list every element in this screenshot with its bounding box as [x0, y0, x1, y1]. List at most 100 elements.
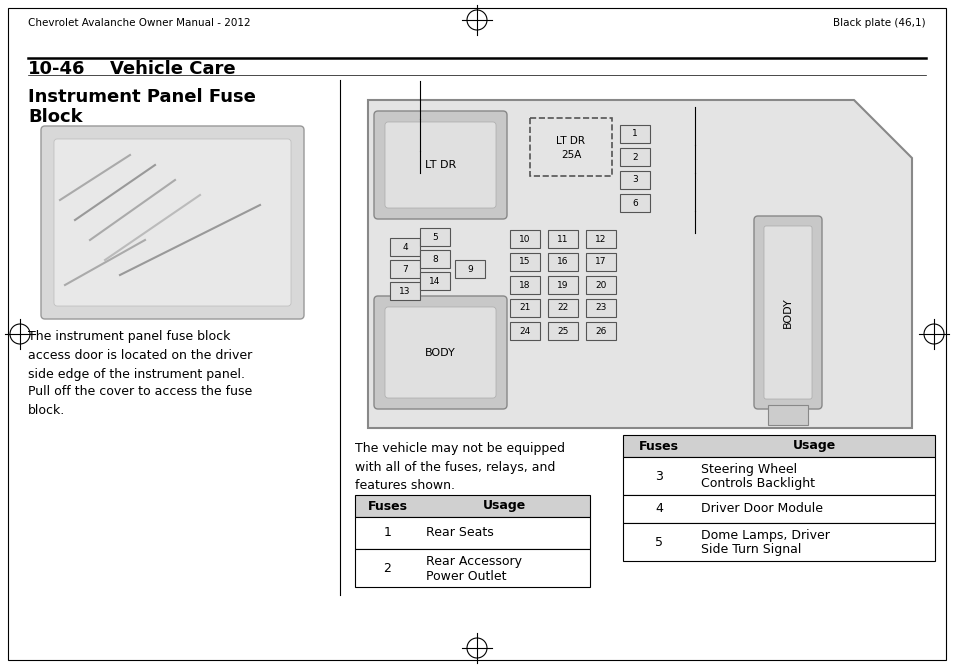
- Text: Driver Door Module: Driver Door Module: [700, 502, 822, 516]
- Text: BODY: BODY: [782, 297, 792, 328]
- Bar: [622, 495, 934, 523]
- Text: 10: 10: [518, 234, 530, 244]
- FancyBboxPatch shape: [753, 216, 821, 409]
- Text: 4: 4: [655, 502, 662, 516]
- Text: 5: 5: [432, 232, 437, 242]
- Text: 3: 3: [655, 470, 662, 482]
- Bar: [390, 238, 419, 256]
- Text: Pull off the cover to access the fuse
block.: Pull off the cover to access the fuse bl…: [28, 385, 252, 417]
- Text: 21: 21: [518, 303, 530, 313]
- FancyBboxPatch shape: [54, 139, 291, 306]
- Bar: [547, 322, 578, 340]
- Bar: [355, 549, 589, 587]
- Text: 2: 2: [632, 152, 638, 162]
- Text: Rear Accessory: Rear Accessory: [426, 554, 521, 568]
- Text: 5: 5: [655, 536, 662, 548]
- Bar: [390, 260, 419, 278]
- Bar: [585, 299, 616, 317]
- Bar: [547, 253, 578, 271]
- Text: 16: 16: [557, 257, 568, 267]
- Text: Block: Block: [28, 108, 83, 126]
- Bar: [619, 125, 649, 143]
- Text: Usage: Usage: [483, 500, 526, 512]
- Text: Power Outlet: Power Outlet: [426, 570, 506, 582]
- Bar: [619, 171, 649, 189]
- Bar: [390, 282, 419, 300]
- Text: Rear Seats: Rear Seats: [426, 526, 494, 540]
- Bar: [585, 322, 616, 340]
- Text: 13: 13: [399, 287, 411, 295]
- Text: LT DR: LT DR: [556, 136, 585, 146]
- Text: 2: 2: [383, 562, 391, 574]
- Text: 22: 22: [557, 303, 568, 313]
- Text: 17: 17: [595, 257, 606, 267]
- Text: 7: 7: [402, 265, 408, 273]
- FancyBboxPatch shape: [374, 111, 506, 219]
- Bar: [547, 299, 578, 317]
- Bar: [510, 299, 539, 317]
- FancyBboxPatch shape: [41, 126, 304, 319]
- Bar: [622, 435, 934, 457]
- Text: 1: 1: [632, 130, 638, 138]
- Text: 10-46: 10-46: [28, 60, 86, 78]
- Text: BODY: BODY: [425, 347, 456, 357]
- Text: 4: 4: [402, 242, 407, 251]
- Bar: [585, 230, 616, 248]
- Text: 25A: 25A: [560, 150, 580, 160]
- Text: 26: 26: [595, 327, 606, 335]
- Text: 11: 11: [557, 234, 568, 244]
- FancyBboxPatch shape: [763, 226, 811, 399]
- Text: 15: 15: [518, 257, 530, 267]
- Bar: [622, 523, 934, 561]
- Text: Steering Wheel: Steering Wheel: [700, 462, 797, 476]
- Text: Black plate (46,1): Black plate (46,1): [833, 18, 925, 28]
- FancyBboxPatch shape: [374, 296, 506, 409]
- FancyBboxPatch shape: [385, 122, 496, 208]
- Bar: [510, 230, 539, 248]
- Text: 12: 12: [595, 234, 606, 244]
- Text: 18: 18: [518, 281, 530, 289]
- Bar: [547, 276, 578, 294]
- Text: Instrument Panel Fuse: Instrument Panel Fuse: [28, 88, 255, 106]
- Text: Vehicle Care: Vehicle Care: [110, 60, 235, 78]
- Text: Fuses: Fuses: [367, 500, 407, 512]
- Text: 23: 23: [595, 303, 606, 313]
- Bar: [419, 272, 450, 290]
- Bar: [419, 250, 450, 268]
- Text: Chevrolet Avalanche Owner Manual - 2012: Chevrolet Avalanche Owner Manual - 2012: [28, 18, 251, 28]
- Text: 14: 14: [429, 277, 440, 285]
- Text: 20: 20: [595, 281, 606, 289]
- Text: Side Turn Signal: Side Turn Signal: [700, 544, 801, 556]
- Text: Dome Lamps, Driver: Dome Lamps, Driver: [700, 528, 829, 542]
- Bar: [355, 517, 589, 549]
- Bar: [530, 118, 612, 176]
- Bar: [510, 253, 539, 271]
- Text: 19: 19: [557, 281, 568, 289]
- FancyBboxPatch shape: [385, 307, 496, 398]
- Text: 1: 1: [383, 526, 391, 540]
- Bar: [619, 194, 649, 212]
- Bar: [622, 457, 934, 495]
- Text: 6: 6: [632, 198, 638, 208]
- Text: Usage: Usage: [793, 440, 836, 452]
- Bar: [455, 260, 484, 278]
- Bar: [510, 276, 539, 294]
- Bar: [547, 230, 578, 248]
- Text: LT DR: LT DR: [424, 160, 456, 170]
- Bar: [510, 322, 539, 340]
- Text: Fuses: Fuses: [639, 440, 679, 452]
- Text: Controls Backlight: Controls Backlight: [700, 478, 814, 490]
- Text: The instrument panel fuse block
access door is located on the driver
side edge o: The instrument panel fuse block access d…: [28, 330, 252, 381]
- Bar: [619, 148, 649, 166]
- Bar: [419, 228, 450, 246]
- Text: 25: 25: [557, 327, 568, 335]
- Bar: [355, 495, 589, 517]
- Text: 9: 9: [467, 265, 473, 273]
- Bar: [585, 276, 616, 294]
- Bar: [585, 253, 616, 271]
- Text: 8: 8: [432, 255, 437, 263]
- Bar: [767, 405, 807, 425]
- Text: 3: 3: [632, 176, 638, 184]
- Text: 24: 24: [518, 327, 530, 335]
- Polygon shape: [368, 100, 911, 428]
